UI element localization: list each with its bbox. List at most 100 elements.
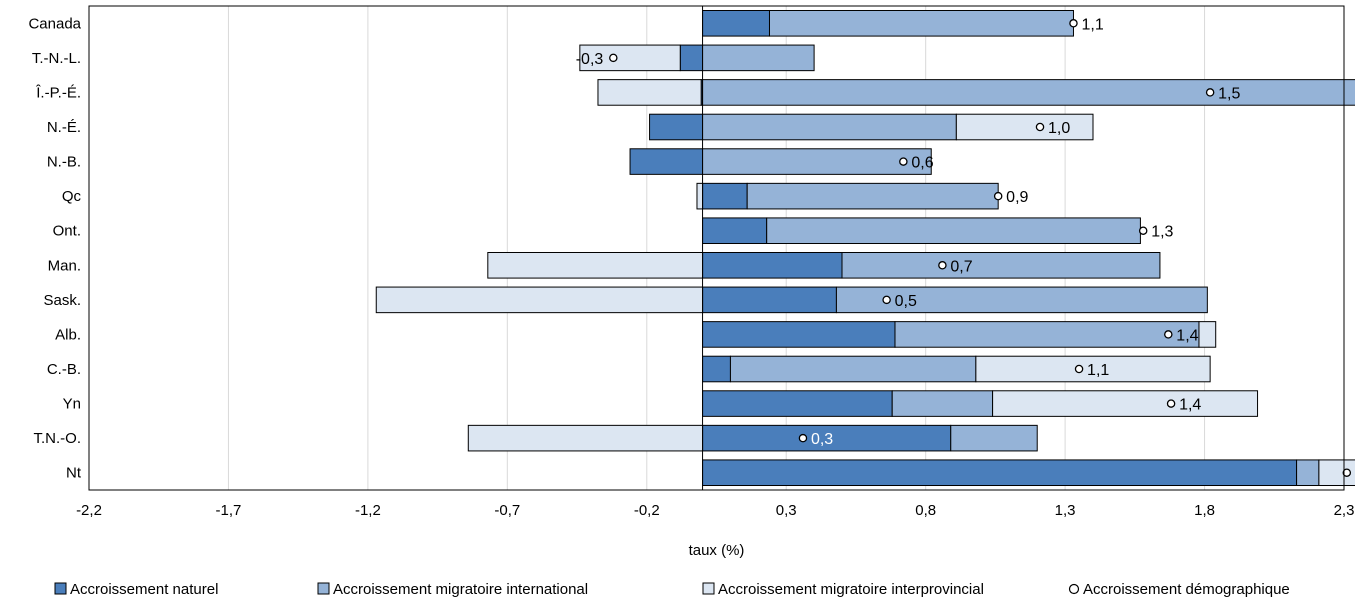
y-tick-label: Alb. [55, 326, 81, 343]
x-tick-label: 0,3 [776, 502, 797, 519]
bar-series-1 [702, 286, 837, 314]
bar-series-2 [702, 44, 815, 72]
bar-series-2 [841, 251, 1161, 279]
bar-series-3 [975, 355, 1211, 383]
plot-frame [88, 5, 1345, 491]
bar-series-3 [467, 424, 704, 452]
data-label: 0,3 [811, 431, 833, 448]
data-label: 1,1 [1087, 362, 1109, 379]
x-tick-label: 2,3 [1334, 502, 1355, 519]
x-tick-label: -2,2 [76, 502, 102, 519]
bar-series-2 [702, 113, 957, 141]
growth-markers [609, 19, 1352, 477]
growth-marker [798, 433, 808, 443]
y-axis-ticks: Canada T.-N.-L. Î.-P.-É. N.-É. N.-B. Qc Ont. Ma… [28, 15, 81, 481]
growth-marker [1342, 468, 1352, 477]
bar-series-2 [768, 9, 1074, 37]
bar-series-1 [702, 251, 843, 279]
data-label: 1,5 [1218, 85, 1240, 102]
x-tick-label: 1,3 [1055, 502, 1076, 519]
gridlines [88, 6, 1345, 490]
growth-marker [1205, 88, 1215, 97]
y-tick-label: Sask. [43, 292, 81, 309]
bar-series-3 [955, 113, 1094, 141]
legend-swatch [702, 582, 715, 595]
bar-series-2 [891, 390, 994, 417]
bar-series-1 [629, 148, 704, 175]
bar-series-3 [597, 79, 702, 106]
bar-series-3 [1198, 321, 1217, 348]
data-label: 0,9 [1006, 189, 1028, 206]
bar-series-3 [375, 286, 704, 314]
growth-marker [899, 157, 908, 166]
bar-series-2 [950, 424, 1038, 452]
bar-series-2 [835, 286, 1208, 314]
bar-series-1 [679, 44, 704, 72]
x-tick-label: -1,7 [216, 502, 242, 519]
y-tick-label: Man. [48, 257, 81, 274]
bar-series-1 [702, 321, 896, 348]
x-tick-label: -0,7 [494, 502, 520, 519]
legend: Accroissement naturel Accroissement migra… [54, 581, 1290, 598]
growth-marker [1069, 19, 1078, 28]
growth-marker [1035, 122, 1045, 132]
data-label: 0,6 [911, 155, 933, 172]
legend-marker-circle [1068, 583, 1080, 595]
growth-marker [1138, 226, 1148, 235]
y-tick-label: Ont. [53, 223, 81, 240]
growth-marker [1166, 399, 1176, 408]
growth-marker [882, 295, 891, 305]
y-tick-label: T.-N.-L. [32, 50, 81, 67]
y-tick-label: Î.-P.-É. [35, 84, 81, 101]
bar-series-1 [702, 355, 731, 383]
y-tick-label: Nt [66, 465, 82, 482]
bar-series-2 [702, 148, 932, 175]
data-label: 1,0 [1048, 120, 1070, 137]
bar-series-2 [1296, 459, 1320, 487]
bars [375, 6, 1355, 490]
legend-label: Accroissement migratoire interprovincial [718, 581, 984, 598]
growth-marker [993, 191, 1003, 201]
bar-series-2 [729, 355, 977, 383]
bar-series-1 [702, 217, 768, 245]
data-label: 1,4 [1179, 397, 1201, 414]
bar-series-3 [992, 390, 1259, 417]
bar-series-1 [702, 182, 748, 210]
bar-series-1 [702, 390, 893, 417]
bar-series-1 [702, 459, 1298, 487]
data-label: 0,7 [950, 258, 972, 275]
bar-series-1 [702, 9, 770, 37]
growth-marker [609, 53, 618, 63]
x-axis-title: taux (%) [689, 542, 745, 559]
y-tick-label: N.-B. [47, 154, 81, 171]
y-tick-label: Qc [62, 188, 82, 205]
growth-marker [1164, 330, 1173, 339]
y-tick-label: Canada [28, 15, 81, 32]
x-tick-label: -1,2 [355, 502, 381, 519]
growth-marker [938, 261, 947, 270]
data-labels: 1,1 -0,3 1,5 1,0 0,6 0,9 1,3 0,7 0,5 1,4 1,1 1,4 0,3… [576, 16, 1355, 482]
growth-marker [1074, 364, 1084, 374]
bar-series-2 [894, 321, 1200, 348]
y-tick-label: Yn [63, 396, 81, 413]
legend-label: Accroissement migratoire international [333, 581, 588, 598]
data-label: 1,4 [1176, 327, 1198, 344]
bar-series-3 [487, 251, 704, 279]
data-label: -0,3 [576, 51, 604, 68]
legend-swatch [54, 582, 67, 595]
x-axis-ticks: -2,2 -1,7 -1,2 -0,7 -0,2 0,3 0,8 1,3 1,8 2,3 [76, 502, 1354, 519]
data-label: 1,1 [1081, 16, 1103, 33]
y-tick-label: C.-B. [47, 361, 81, 378]
bar-series-2 [702, 79, 1355, 106]
legend-label: Accroissement démographique [1083, 581, 1290, 598]
bar-series-3 [579, 44, 681, 72]
bar-series-1 [702, 424, 952, 452]
bar-series-1 [649, 113, 704, 141]
x-tick-label: 0,8 [915, 502, 936, 519]
data-label: 0,5 [895, 293, 917, 310]
data-label: 1,3 [1151, 224, 1173, 241]
bar-series-3 [696, 182, 704, 210]
y-tick-label: N.-É. [47, 119, 81, 136]
legend-label: Accroissement naturel [70, 581, 218, 598]
